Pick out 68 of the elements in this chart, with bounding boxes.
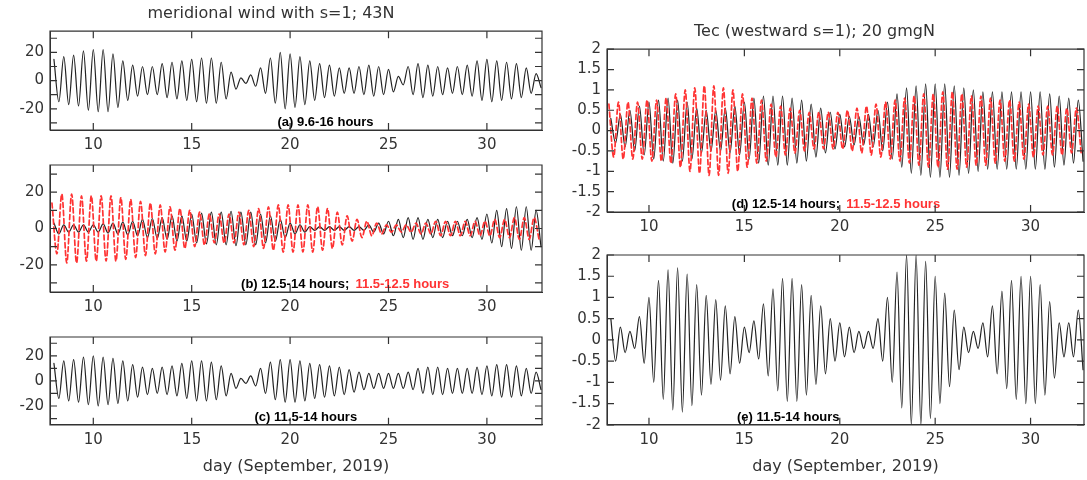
x-tick-label: 15	[182, 296, 202, 315]
x-tick-label: 20	[830, 216, 850, 235]
x-tick-label: 25	[925, 429, 945, 448]
annotation: (d) 12.5-14 hours;	[731, 196, 841, 212]
x-tick-label: 10	[639, 216, 659, 235]
y-tick-label: -1.5	[571, 393, 601, 412]
x-tick-label: 30	[477, 429, 497, 448]
x-tick-label: 15	[182, 429, 202, 448]
x-tick-label: 30	[477, 134, 497, 153]
y-tick-label: -20	[19, 395, 44, 414]
y-tick-label: 0	[591, 120, 601, 139]
x-tick-label: 30	[1021, 429, 1041, 448]
y-tick-label: 1.5	[577, 59, 601, 78]
y-tick-label: -20	[19, 98, 44, 117]
y-tick-label: 1	[591, 287, 601, 306]
y-tick-label: -1	[586, 161, 601, 180]
x-axis-title: day (September, 2019)	[202, 455, 390, 475]
line-series	[610, 255, 1084, 425]
y-tick-label: 0	[34, 370, 44, 389]
y-tick-label: -0.5	[571, 351, 601, 370]
x-tick-label: 25	[378, 296, 399, 315]
annotation: (b) 12.5-14 hours;	[241, 276, 350, 292]
y-tick-label: 2	[591, 39, 601, 58]
line-series	[53, 206, 542, 251]
text: 11.5-12.5 hours	[355, 276, 450, 292]
y-tick-label: 20	[24, 182, 44, 201]
x-tick-label: 25	[378, 429, 399, 448]
y-tick-label: 2	[591, 244, 601, 263]
y-tick-label: 0.5	[577, 308, 601, 327]
x-tick-label: 20	[280, 429, 300, 448]
line-series	[53, 355, 542, 407]
annotation: (e) 11.5-14 hours	[736, 408, 840, 424]
x-tick-label: 15	[734, 216, 754, 235]
x-tick-label: 20	[280, 134, 300, 153]
y-tick-label: 0	[591, 329, 601, 348]
x-tick-label: 30	[1021, 216, 1041, 235]
y-tick-label: -2	[586, 414, 601, 433]
y-tick-label: 20	[24, 42, 44, 61]
y-tick-label: -2	[586, 201, 601, 220]
line-series	[53, 48, 542, 113]
line-series	[51, 193, 540, 264]
annotation: (c) 11.5-14 hours	[254, 408, 358, 424]
x-tick-label: 20	[280, 296, 300, 315]
x-tick-label: 10	[83, 429, 103, 448]
x-tick-label: 20	[830, 429, 850, 448]
x-tick-label: 25	[925, 216, 945, 235]
y-tick-label: 0.5	[577, 100, 601, 119]
annotation: (a) 9.6-16 hours	[277, 114, 374, 130]
x-tick-label: 15	[182, 134, 202, 153]
x-tick-label: 10	[639, 429, 659, 448]
x-tick-label: 10	[83, 296, 103, 315]
y-tick-label: -20	[19, 254, 44, 273]
y-tick-label: -1	[586, 372, 601, 391]
y-tick-label: -0.5	[571, 140, 601, 159]
y-tick-label: 1	[591, 79, 601, 98]
y-tick-label: 1.5	[577, 266, 601, 285]
y-tick-label: 20	[24, 345, 44, 364]
chart-title: Tec (westward s=1); 20 gmgN	[693, 20, 935, 40]
chart-title: meridional wind with s=1; 43N	[147, 2, 395, 22]
y-tick-label: 0	[34, 218, 44, 237]
x-tick-label: 10	[83, 134, 103, 153]
x-tick-label: 25	[378, 134, 399, 153]
y-tick-label: 0	[34, 70, 44, 89]
text: 11.5-12.5 hours	[846, 196, 941, 212]
x-tick-label: 30	[477, 296, 497, 315]
x-tick-label: 15	[734, 429, 754, 448]
x-axis-title: day (September, 2019)	[752, 455, 939, 475]
y-tick-label: -1.5	[571, 181, 601, 200]
